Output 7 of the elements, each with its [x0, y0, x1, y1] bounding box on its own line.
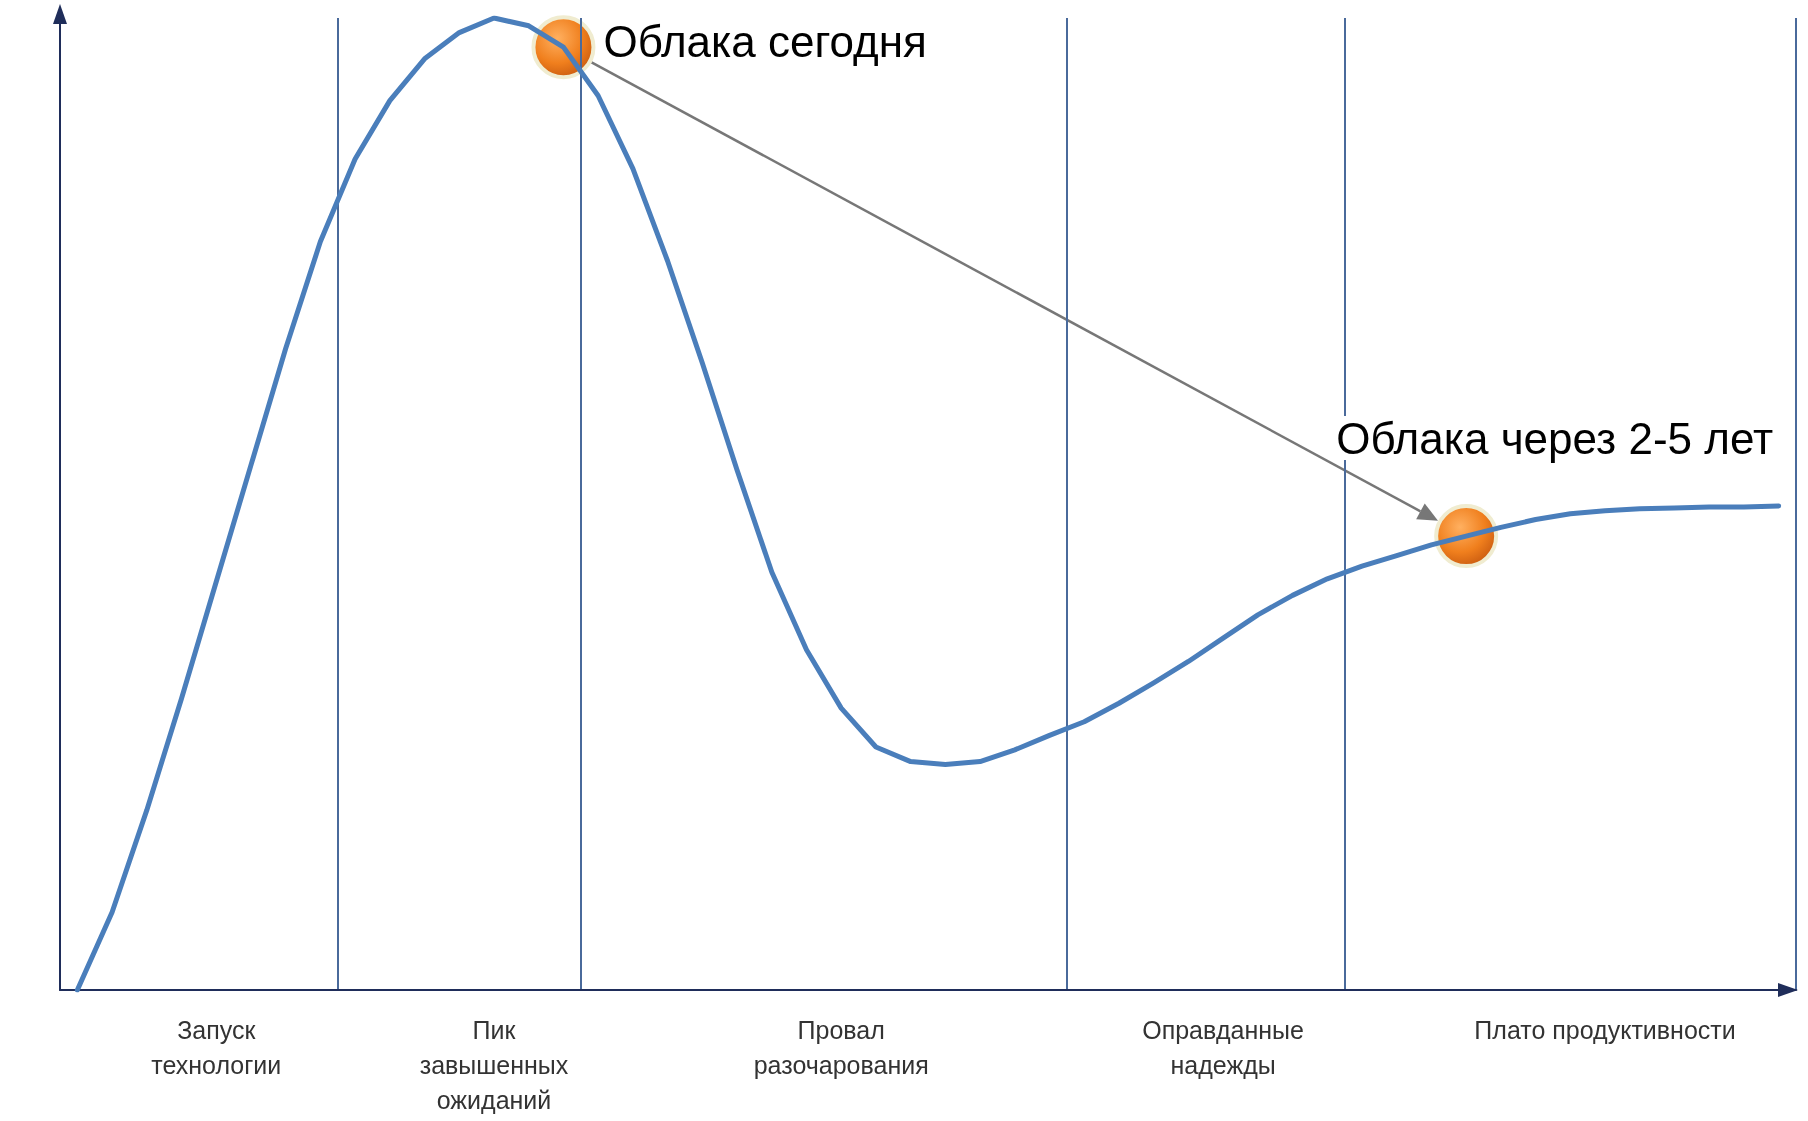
- x-tick-label: Провал разочарования: [753, 1015, 929, 1079]
- annotation: Облака сегодня: [603, 16, 927, 66]
- x-tick-label: Пик завышенных ожиданий: [419, 1015, 569, 1114]
- x-tick-label: Запуск технологии: [151, 1015, 282, 1079]
- x-tick-label: Оправданные надежды: [1142, 1015, 1305, 1079]
- annotation: Облака через 2-5 лет: [1336, 413, 1774, 463]
- x-tick-label: Плато продуктивности: [1474, 1015, 1736, 1044]
